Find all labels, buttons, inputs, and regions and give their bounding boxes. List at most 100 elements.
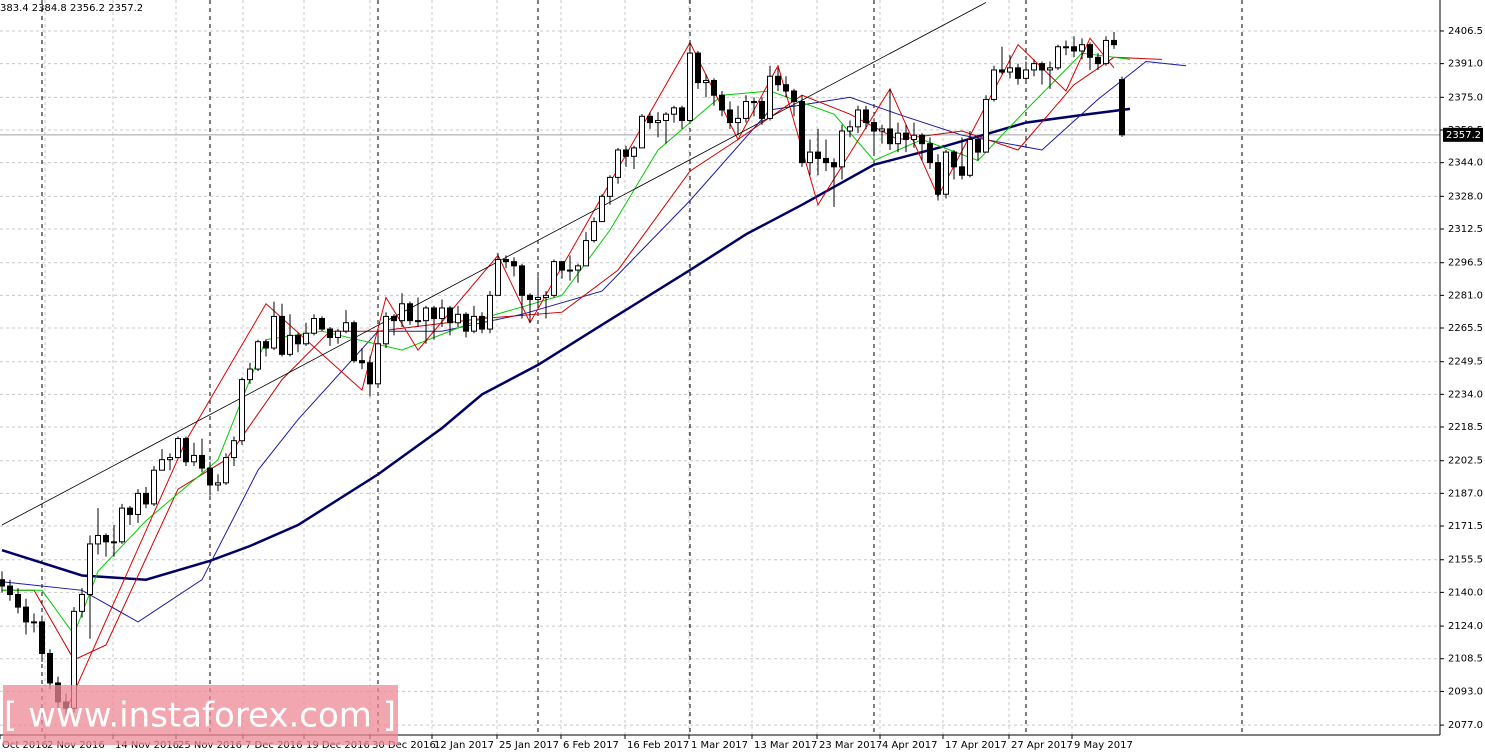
candle-body [1063,46,1069,49]
candle-body [351,322,357,362]
x-tick-label: Oct 2016 [2,740,48,751]
candle-body [503,259,509,263]
x-tick-label: 27 Apr 2017 [1011,740,1073,751]
y-tick-label: 2296.5 [1448,258,1483,269]
x-tick-label: 13 Mar 2017 [754,740,817,751]
x-tick-label: 9 May 2017 [1074,740,1133,751]
candle-body [223,457,229,484]
candle-body [15,593,21,608]
y-tick-label: 2171.5 [1448,521,1483,532]
candle-body [1103,39,1109,65]
candle-body [247,368,253,381]
candle-body [1007,67,1013,73]
candle-body [447,307,453,324]
candle-body [895,132,901,145]
candle-body [335,330,341,338]
price-label-box [1443,127,1483,142]
y-tick-label: 2155.5 [1448,555,1483,566]
candle-body [1015,67,1021,79]
candle-body [407,303,413,322]
candle-body [807,151,813,164]
candle-body [687,52,693,121]
candle-body [415,320,421,323]
info-text: 383.4 2384.8 2356.2 2357.2 [0,3,143,14]
candle-body [375,343,381,385]
x-tick-label: 6 Feb 2017 [563,740,619,751]
candle-body [903,132,909,140]
candle-body [711,79,717,96]
candle-body [767,75,773,119]
candle-body [207,467,213,486]
candle-body [887,128,893,145]
candle-body [519,265,525,296]
candle-body [127,507,133,515]
watermark-box [3,685,398,745]
candle-body [1039,63,1045,71]
candle-body [943,151,949,195]
candle-body [1087,44,1093,58]
candle-body [631,147,637,157]
candle-body [671,107,677,115]
candle-body [639,115,645,149]
x-tick-label: 30 Dec 2016 [372,740,436,751]
x-tick-label: 14 Nov 2016 [115,740,179,751]
candle-body [1055,46,1061,69]
candle-body [791,90,797,103]
candle-body [87,543,93,595]
y-tick-label: 2406.5 [1448,26,1483,37]
candle-body [863,109,869,124]
candle-body [815,151,821,159]
y-tick-label: 2234.0 [1448,389,1483,400]
candle-body [295,334,301,345]
candle-body [695,52,701,84]
candle-body [1047,67,1053,71]
y-tick-label: 2265.5 [1448,323,1483,334]
candle-body [991,69,997,100]
y-tick-label: 2344.0 [1448,158,1483,169]
candle-body [183,438,189,463]
candle-body [839,130,845,168]
candle-body [23,606,29,623]
candle-body [703,79,709,84]
candle-body [215,482,221,486]
candle-body [543,294,549,298]
candle-body [39,621,45,654]
candle-body [327,328,333,338]
candle-body [47,652,53,684]
y-tick-label: 2281.0 [1448,290,1483,301]
indicator-line [2,56,1163,661]
x-tick-label: 12 Jan 2017 [434,740,494,751]
candle-body [751,101,757,104]
candle-body [423,307,429,322]
y-tick-label: 2328.0 [1448,191,1483,202]
candle-body [983,98,989,153]
grid [0,0,1440,735]
candle-body [591,221,597,242]
candle-body [783,84,789,92]
candle-body [727,109,733,124]
candle-body [271,315,277,349]
candle-body [799,101,805,164]
candle-body [159,459,165,471]
candle-body [927,143,933,164]
candle-body [719,94,725,111]
candle-body [1023,69,1029,79]
candle-body [679,107,685,121]
candle-body [847,126,853,132]
watermark: [ www.instaforex.com ] [4,696,396,736]
y-tick-label: 2391.0 [1448,59,1483,70]
candle-body [95,535,101,545]
candle-body [495,259,501,296]
candle-body [663,113,669,121]
candle-body [655,119,661,124]
candle-body [1031,63,1037,71]
candle-body [7,585,13,595]
candle-body [575,265,581,271]
candle-body [855,109,861,128]
candle-body [103,535,109,543]
candle-body [143,492,149,505]
candle-body [559,261,565,271]
indicator-line [1,60,1187,623]
